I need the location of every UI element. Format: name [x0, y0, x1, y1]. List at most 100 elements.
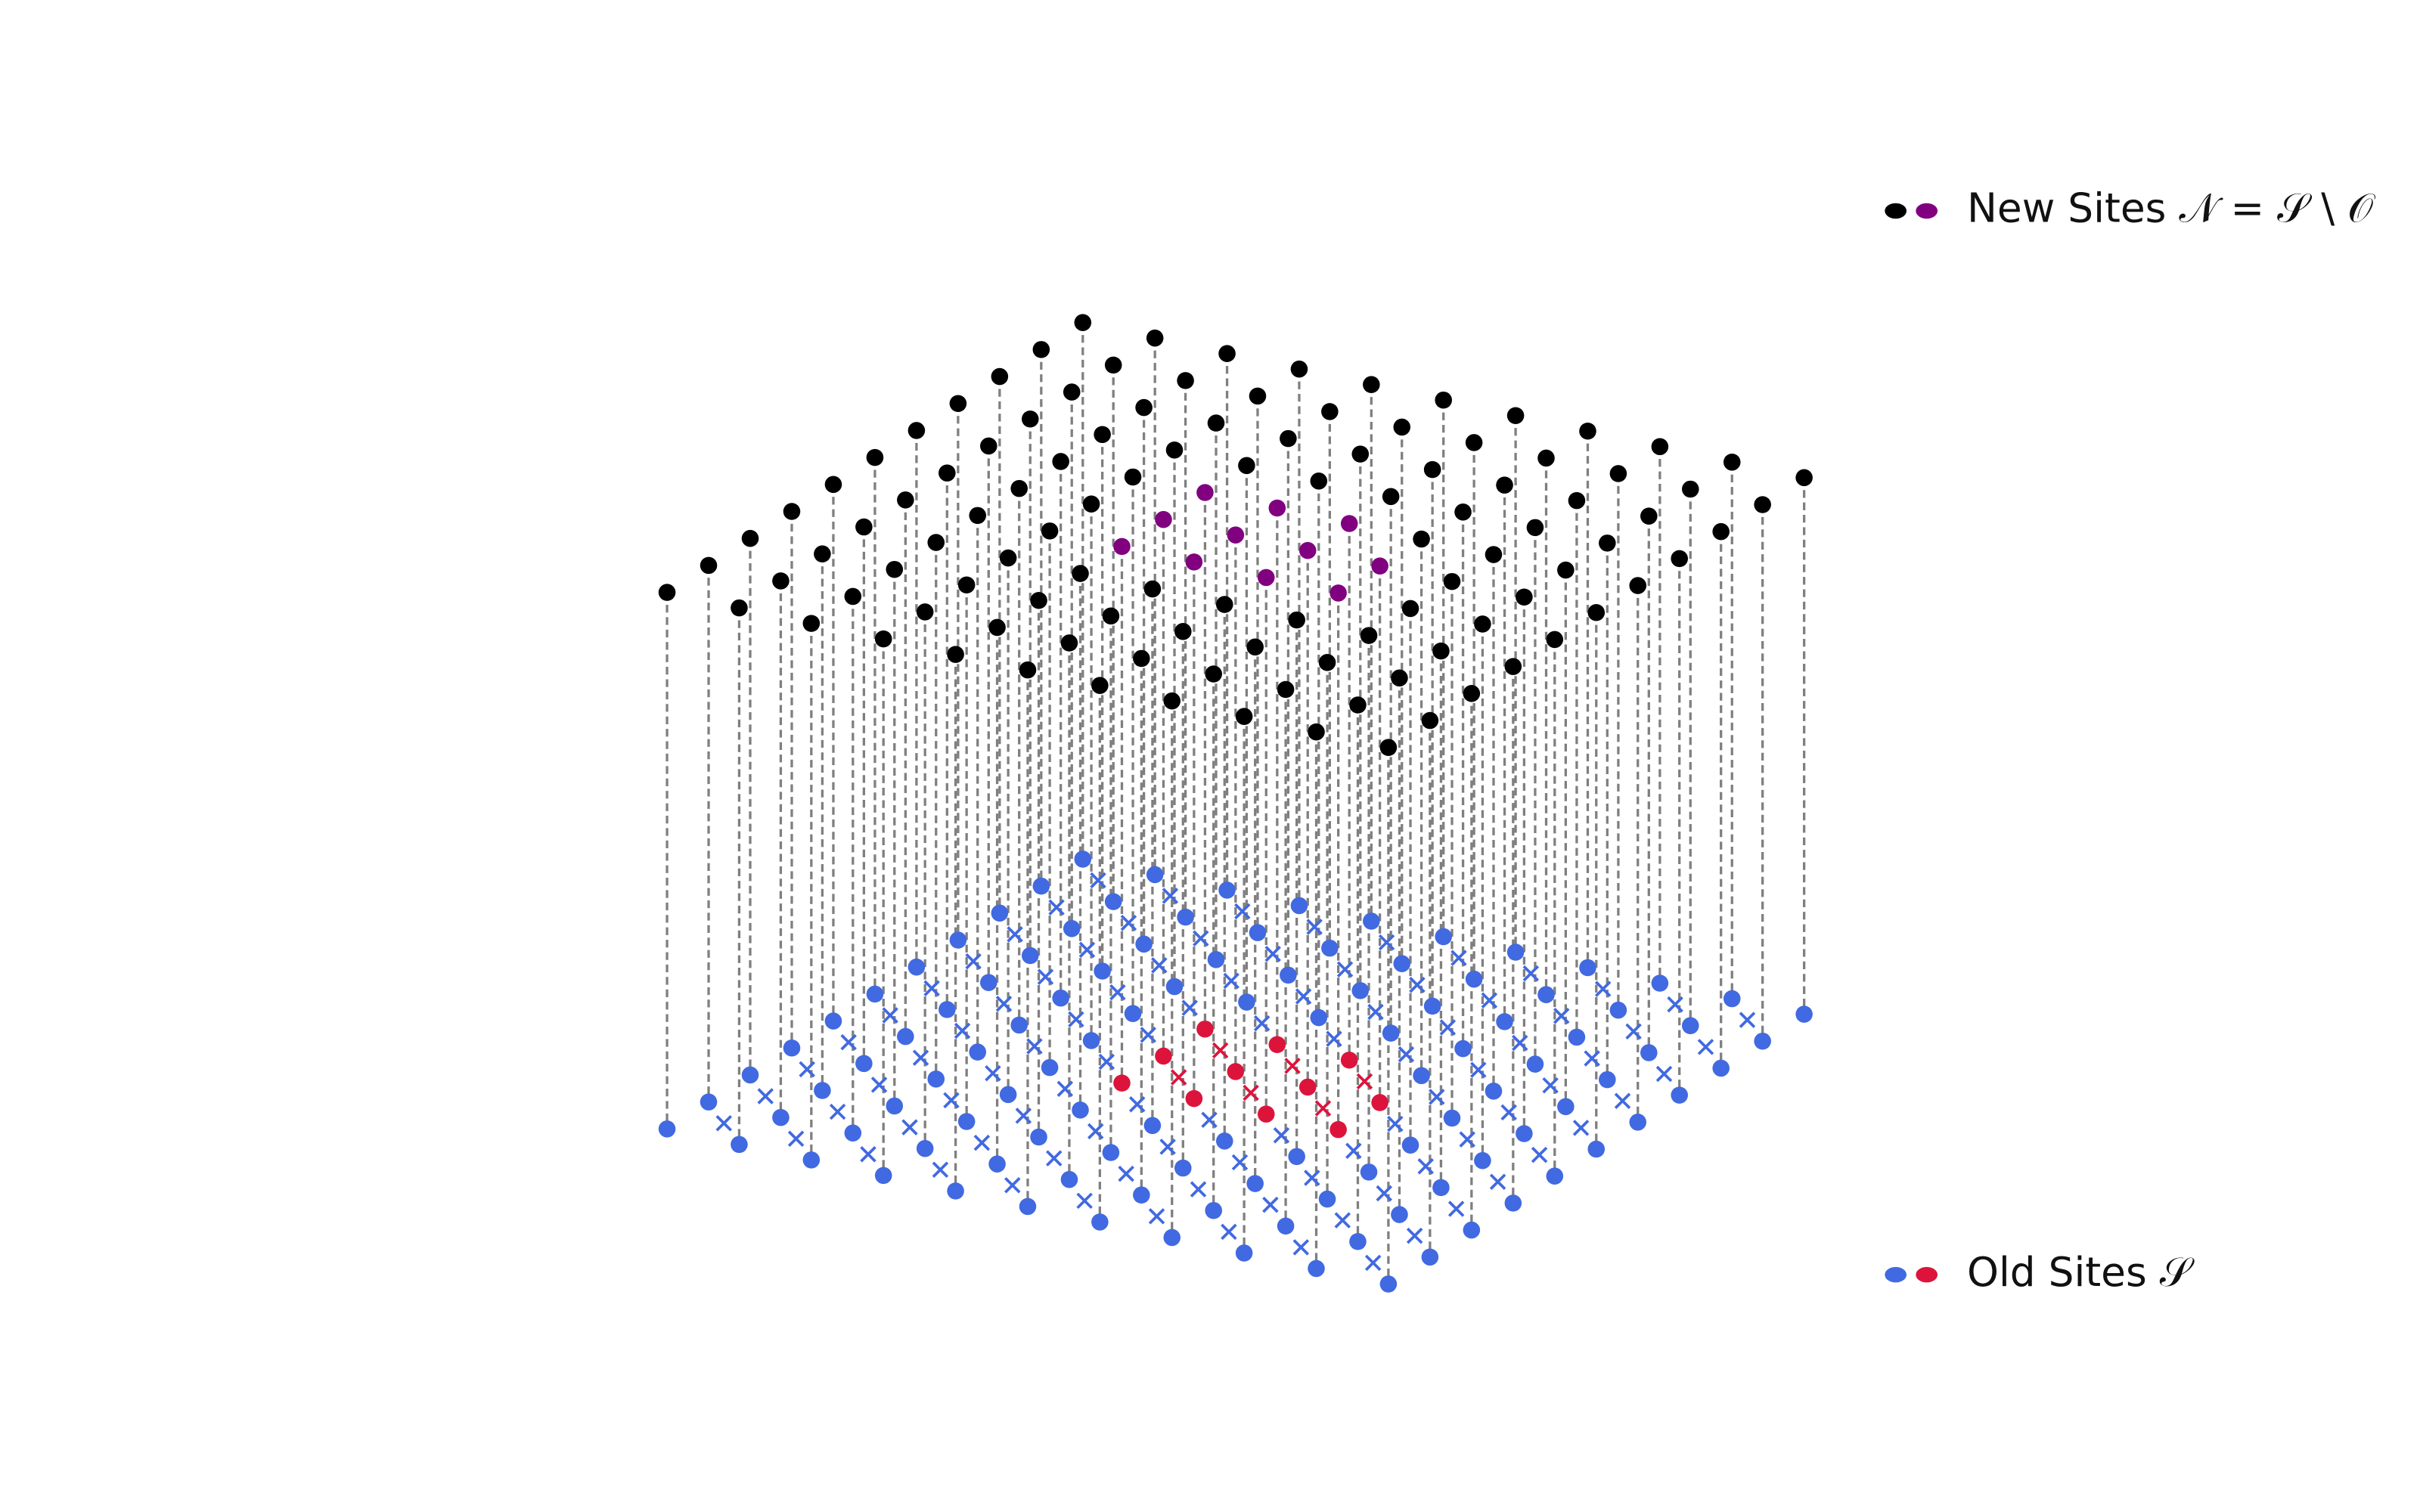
cross-site	[943, 1092, 960, 1109]
cross-site	[1450, 950, 1467, 966]
old-site	[1474, 1151, 1491, 1170]
old-site	[1599, 1070, 1616, 1089]
old-site	[1463, 1221, 1481, 1239]
cross-site	[923, 980, 940, 997]
old-site	[844, 1124, 862, 1142]
cross-site	[1078, 941, 1096, 959]
old-site	[999, 1086, 1017, 1104]
new-site	[927, 534, 945, 551]
old-site	[1579, 959, 1596, 977]
old-site	[1393, 955, 1411, 972]
old-site	[1682, 1017, 1699, 1034]
cross-site	[1326, 1030, 1342, 1047]
cross-site	[1026, 1038, 1043, 1055]
cross-site	[840, 1033, 857, 1051]
cross-site	[901, 1119, 918, 1136]
new-site	[1235, 708, 1253, 725]
cross-site	[1264, 946, 1281, 962]
new-site	[824, 476, 842, 494]
new-site	[1640, 507, 1658, 525]
old-site	[957, 1113, 976, 1130]
old-site	[814, 1082, 831, 1099]
cross-site	[995, 996, 1013, 1012]
new-site	[1019, 661, 1037, 679]
cross-site	[1284, 1058, 1301, 1074]
cross-site	[1118, 1165, 1134, 1182]
new-site	[980, 437, 997, 455]
old-site	[1671, 1086, 1688, 1104]
new-site	[802, 615, 821, 632]
old-site	[1072, 1101, 1089, 1119]
cross-site	[965, 953, 982, 970]
cross-site	[1046, 1150, 1063, 1167]
old-site	[1382, 1024, 1400, 1042]
old-site	[1235, 1244, 1253, 1262]
old-site	[658, 1120, 676, 1138]
old-site	[1640, 1044, 1658, 1061]
old-site	[1074, 850, 1092, 868]
new-site	[1474, 615, 1491, 633]
new-site	[658, 584, 676, 601]
new-site	[814, 545, 831, 562]
new-site	[1277, 680, 1295, 699]
old-site	[1432, 1179, 1450, 1197]
new-site	[1238, 457, 1255, 475]
new-site	[1329, 584, 1347, 602]
cross-site	[1314, 1100, 1332, 1117]
cross-site	[1109, 984, 1126, 1001]
cross-site	[1739, 1012, 1756, 1028]
old-site	[1155, 1047, 1172, 1065]
old-site	[988, 1155, 1006, 1173]
new-site	[1546, 631, 1564, 649]
cross-site	[932, 1161, 949, 1179]
old-site	[855, 1055, 873, 1073]
new-site	[1207, 414, 1225, 432]
new-site	[1094, 426, 1111, 444]
cross-site	[1181, 999, 1198, 1016]
new-site	[1146, 329, 1164, 347]
new-site	[1454, 503, 1472, 521]
new-site	[908, 422, 926, 439]
old-site	[1421, 1248, 1439, 1266]
cross-site	[882, 1007, 898, 1024]
new-site	[969, 507, 986, 525]
old-site	[1379, 1275, 1398, 1293]
legend-marker	[1885, 203, 1907, 219]
cross-site	[1512, 1034, 1528, 1052]
old-site	[969, 1043, 986, 1061]
old-site	[1238, 993, 1255, 1011]
cross-site	[973, 1134, 991, 1151]
cross-site	[1090, 872, 1106, 889]
new-site	[916, 603, 934, 621]
old-site	[1557, 1098, 1575, 1116]
old-site	[1113, 1074, 1131, 1092]
new-site	[1712, 522, 1730, 541]
old-site	[1165, 978, 1184, 996]
cross-site	[1193, 930, 1209, 947]
new-site	[1268, 499, 1286, 517]
new-site	[949, 395, 967, 413]
cross-site	[1542, 1077, 1559, 1094]
cross-site	[1367, 1003, 1384, 1021]
old-site	[1041, 1058, 1059, 1077]
old-site	[1052, 989, 1069, 1007]
cross-site	[870, 1077, 888, 1093]
old-site	[802, 1151, 821, 1169]
old-site	[1609, 1001, 1627, 1019]
new-site	[1227, 526, 1245, 544]
cross-site	[1120, 914, 1137, 931]
new-site	[1280, 429, 1297, 448]
old-site	[1280, 966, 1297, 984]
old-site	[783, 1039, 801, 1057]
old-site	[1546, 1167, 1564, 1185]
cross-site	[1697, 1039, 1714, 1055]
cross-site	[1345, 1142, 1362, 1159]
old-site	[1091, 1213, 1109, 1231]
cross-site	[1273, 1127, 1290, 1144]
old-site	[1288, 1148, 1305, 1166]
cross-site	[1007, 926, 1023, 943]
old-site	[1218, 881, 1236, 899]
new-site	[1485, 546, 1503, 563]
cross-site	[1306, 919, 1323, 935]
old-site	[916, 1139, 934, 1157]
